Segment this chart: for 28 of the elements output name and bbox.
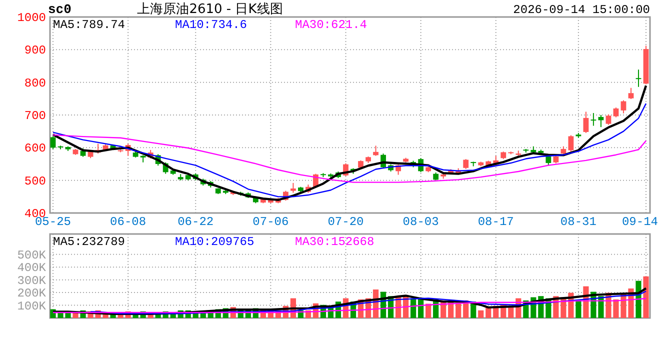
y-tick-label: 700 — [24, 109, 46, 123]
y-tick-label: 100K — [17, 299, 47, 314]
text: MA5:789.74 — [53, 18, 126, 32]
y-tick-label: 200K — [17, 286, 47, 301]
annotation: 2026-09-14 15:00:00 — [513, 3, 650, 17]
x-tick-label: 07-06 — [252, 215, 289, 229]
text: MA30:621.4 — [295, 18, 368, 32]
y-tick-label: 400K — [17, 261, 47, 276]
x-tick-label: 06-22 — [178, 215, 214, 229]
x-tick-label: 08-31 — [560, 215, 596, 229]
x-tick-label: 09-14 — [622, 215, 658, 229]
text: MA30:152668 — [295, 235, 374, 249]
y-tick-label: 500 — [24, 174, 46, 188]
y-tick-label: 1000 — [17, 11, 46, 25]
y-tick-label: 600 — [24, 142, 46, 156]
chart-title: 上海原油2610 - 日K线图 — [137, 2, 283, 17]
text: MA10:209765 — [175, 235, 254, 249]
y-tick-label: 900 — [24, 44, 46, 58]
y-tick-label: 300K — [17, 274, 47, 288]
x-tick-label: 08-17 — [478, 215, 514, 229]
y-tick-label: 500K — [17, 248, 47, 262]
text: MA5:232789 — [53, 235, 126, 249]
x-tick-label: 07-20 — [328, 215, 364, 229]
chart-subtitle: sc0 — [48, 2, 72, 17]
text: MA10:734.6 — [175, 18, 248, 32]
x-tick-label: 06-08 — [110, 215, 146, 229]
x-tick-label: 08-03 — [402, 215, 439, 229]
y-tick-label: 800 — [24, 76, 46, 90]
